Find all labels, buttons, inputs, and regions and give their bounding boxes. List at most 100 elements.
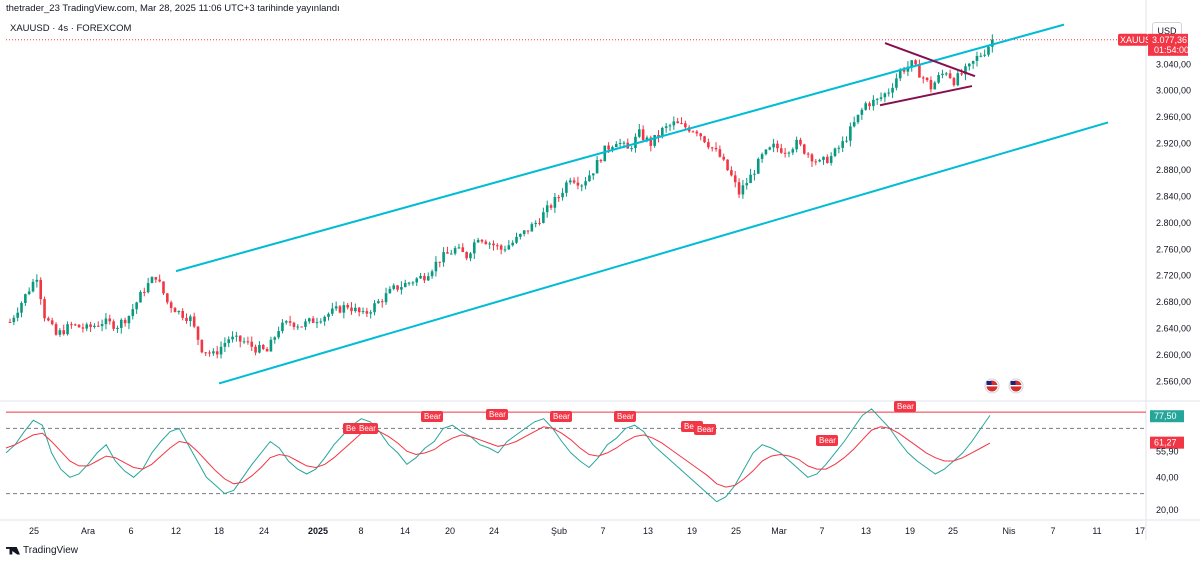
candle bbox=[96, 325, 100, 327]
candle bbox=[519, 233, 522, 237]
candle bbox=[883, 93, 887, 98]
candle bbox=[143, 291, 146, 293]
candle bbox=[618, 142, 622, 145]
candle bbox=[453, 248, 457, 254]
candle bbox=[135, 302, 138, 310]
candle bbox=[365, 311, 369, 314]
candle bbox=[12, 317, 16, 323]
rsi-ma-value-label: 61,27 bbox=[1154, 438, 1177, 448]
candle bbox=[158, 279, 161, 282]
candle bbox=[756, 158, 760, 174]
bear-label-text: Bear bbox=[553, 412, 570, 421]
rsi-ma-line bbox=[5, 426, 991, 488]
candle bbox=[649, 137, 653, 146]
candle bbox=[396, 285, 399, 290]
candle bbox=[948, 73, 952, 79]
candle bbox=[47, 318, 50, 321]
brand[interactable]: TradingView bbox=[6, 545, 78, 556]
candle bbox=[449, 253, 453, 255]
candle bbox=[714, 147, 718, 150]
bear-label: Bear bbox=[694, 424, 716, 435]
price-tick-label: 2.600,00 bbox=[1156, 350, 1191, 360]
candle bbox=[308, 318, 311, 322]
candle bbox=[937, 75, 940, 83]
candle bbox=[354, 307, 357, 312]
candle bbox=[476, 239, 480, 243]
candle bbox=[703, 136, 706, 143]
bear-label-text: Bear bbox=[697, 425, 714, 434]
candle bbox=[568, 180, 572, 183]
candle bbox=[112, 321, 115, 329]
candle bbox=[50, 320, 54, 325]
candle bbox=[553, 197, 557, 208]
candle bbox=[154, 277, 158, 280]
symbol-tag-label: XAUUSD bbox=[1120, 35, 1158, 45]
x-tick-label: 6 bbox=[128, 526, 133, 536]
candle bbox=[864, 103, 867, 110]
candle bbox=[31, 281, 35, 292]
bear-label: Bear bbox=[550, 411, 572, 422]
symbol-legend[interactable]: XAUUSD · 4s · FOREXCOM bbox=[10, 23, 132, 34]
rsi-ma-value-tag bbox=[1150, 436, 1184, 449]
bear-label-text: Bear bbox=[684, 422, 701, 431]
bear-label-text: Bear bbox=[346, 424, 363, 433]
candle bbox=[526, 230, 530, 232]
candle bbox=[361, 311, 365, 313]
candle bbox=[119, 319, 123, 328]
x-tick-label: 7 bbox=[600, 526, 605, 536]
candle bbox=[603, 145, 607, 162]
candle bbox=[73, 324, 77, 326]
candle bbox=[311, 318, 315, 323]
candle bbox=[373, 303, 376, 313]
candle bbox=[944, 73, 948, 75]
candle bbox=[522, 230, 526, 234]
candle bbox=[710, 147, 714, 149]
candle bbox=[530, 224, 534, 232]
price-tag bbox=[1148, 33, 1188, 56]
candle bbox=[292, 322, 296, 327]
candle bbox=[684, 123, 687, 128]
candle bbox=[542, 212, 545, 223]
candle bbox=[89, 324, 92, 327]
candle bbox=[803, 144, 806, 154]
x-tick-label: 19 bbox=[687, 526, 697, 536]
price-tick-label: 2.760,00 bbox=[1156, 244, 1191, 254]
candle bbox=[572, 180, 576, 183]
candle bbox=[219, 346, 223, 355]
x-tick-label: Nis bbox=[1003, 526, 1016, 536]
price-tick-label: 2.720,00 bbox=[1156, 271, 1191, 281]
candle bbox=[749, 174, 752, 184]
candle bbox=[833, 148, 837, 157]
candle bbox=[856, 114, 860, 123]
candle bbox=[70, 324, 73, 326]
candle bbox=[657, 134, 660, 137]
candle bbox=[795, 139, 798, 150]
x-tick-label: 25 bbox=[29, 526, 39, 536]
candle bbox=[223, 343, 227, 347]
price-tick-label: 2.880,00 bbox=[1156, 165, 1191, 175]
candle bbox=[776, 143, 779, 149]
candle bbox=[24, 294, 27, 303]
candle bbox=[473, 242, 476, 254]
bear-label: Bear bbox=[356, 423, 378, 434]
candle bbox=[887, 92, 891, 94]
candle bbox=[315, 322, 319, 324]
candle bbox=[369, 312, 372, 314]
x-tick-label: Şub bbox=[551, 526, 567, 536]
candle bbox=[849, 126, 852, 141]
candle bbox=[423, 275, 426, 281]
candle bbox=[918, 64, 921, 78]
publish-info: thetrader_23 TradingView.com, Mar 28, 20… bbox=[6, 3, 340, 14]
candle bbox=[457, 247, 461, 249]
candle bbox=[634, 136, 637, 149]
candle bbox=[891, 87, 894, 93]
candle bbox=[377, 301, 380, 304]
candle bbox=[503, 249, 507, 251]
candle bbox=[319, 321, 323, 323]
candle bbox=[16, 312, 19, 318]
candle bbox=[204, 352, 207, 354]
candle bbox=[968, 63, 971, 67]
candle bbox=[645, 137, 649, 140]
x-tick-label: Mar bbox=[771, 526, 787, 536]
